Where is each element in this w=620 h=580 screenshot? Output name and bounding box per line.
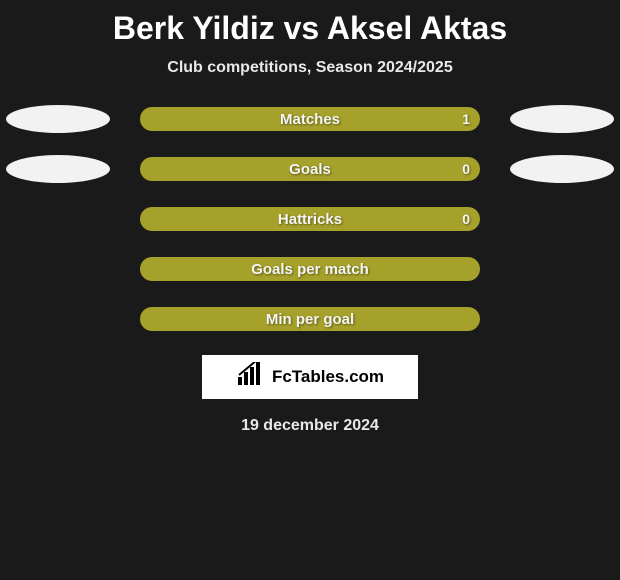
stat-bar: Matches 1 (140, 107, 480, 131)
stat-label: Hattricks (278, 211, 342, 228)
stat-row: Hattricks 0 (0, 205, 620, 233)
stat-value: 0 (462, 211, 470, 227)
stat-label: Goals (289, 161, 331, 178)
stat-bar: Goals 0 (140, 157, 480, 181)
date-text: 19 december 2024 (0, 417, 620, 435)
stat-label: Goals per match (251, 261, 369, 278)
stat-row: Matches 1 (0, 105, 620, 133)
player2-pill (510, 105, 614, 133)
stat-value: 0 (462, 161, 470, 177)
stat-bar: Min per goal (140, 307, 480, 331)
stat-bar: Hattricks 0 (140, 207, 480, 231)
widget-root: Berk Yildiz vs Aksel Aktas Club competit… (0, 0, 620, 435)
fctables-logo[interactable]: FcTables.com (202, 355, 418, 399)
stat-label: Min per goal (266, 311, 354, 328)
subtitle: Club competitions, Season 2024/2025 (0, 59, 620, 77)
stat-rows: Matches 1 Goals 0 Hattricks 0 Goals per match M… (0, 105, 620, 333)
vs-separator: vs (275, 10, 327, 46)
stat-row: Goals 0 (0, 155, 620, 183)
stat-row: Min per goal (0, 305, 620, 333)
stat-bar: Goals per match (140, 257, 480, 281)
stat-value: 1 (462, 111, 470, 127)
player1-pill (6, 105, 110, 133)
player2-name: Aksel Aktas (327, 10, 507, 46)
player1-pill (6, 155, 110, 183)
page-title: Berk Yildiz vs Aksel Aktas (0, 10, 620, 47)
player2-pill (510, 155, 614, 183)
logo-wrap: FcTables.com (0, 355, 620, 399)
stat-row: Goals per match (0, 255, 620, 283)
player1-name: Berk Yildiz (113, 10, 275, 46)
bar-chart-icon (236, 362, 266, 392)
logo-text: FcTables.com (272, 367, 384, 387)
stat-label: Matches (280, 111, 340, 128)
